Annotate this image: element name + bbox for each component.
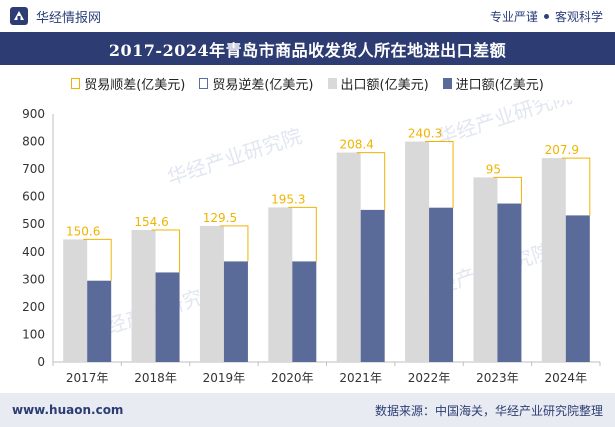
legend: 贸易顺差(亿美元) 贸易逆差(亿美元) 出口额(亿美元) 进口额(亿美元): [0, 72, 615, 94]
surplus-bracket: [219, 225, 249, 262]
y-tick-label: 700: [22, 162, 45, 176]
footer-source: 数据来源：中国海关，华经产业研究院整理: [374, 403, 603, 418]
legend-label-surplus: 贸易顺差(亿美元): [84, 77, 186, 93]
y-tick-label: 800: [22, 135, 45, 149]
x-tick-label: 2020年: [271, 371, 314, 385]
footer-site-link[interactable]: www.huaon.com: [12, 403, 124, 417]
legend-item-surplus[interactable]: 贸易顺差(亿美元): [71, 74, 185, 93]
surplus-swatch-icon: [71, 77, 81, 89]
y-tick-label: 200: [22, 300, 45, 314]
brand[interactable]: 华经情报网: [10, 7, 101, 26]
legend-item-deficit[interactable]: 贸易逆差(亿美元): [199, 74, 314, 93]
x-tick-label: 2022年: [408, 371, 451, 385]
surplus-data-label: 208.4: [340, 138, 374, 152]
brand-logo-icon: [10, 7, 28, 25]
tagline-right: 客观科学: [554, 9, 603, 24]
surplus-data-label: 195.3: [271, 192, 305, 206]
surplus-data-label: 154.6: [134, 215, 168, 229]
export-bar: [63, 239, 88, 362]
legend-item-export[interactable]: 出口额(亿美元): [327, 74, 429, 93]
import-bar: [429, 207, 454, 362]
surplus-bracket: [561, 157, 591, 216]
legend-label-deficit: 贸易逆差(亿美元): [212, 77, 314, 93]
import-bar: [497, 203, 522, 362]
import-swatch-icon: [442, 77, 452, 89]
export-bar: [131, 230, 156, 362]
separator-dot-icon: [543, 13, 549, 19]
legend-item-import[interactable]: 进口额(亿美元): [442, 74, 544, 93]
export-swatch-icon: [327, 77, 337, 89]
x-tick-label: 2024年: [545, 371, 588, 385]
y-tick-label: 600: [22, 190, 45, 204]
watermark-text: 华经产业研究院: [164, 124, 305, 190]
surplus-bracket: [151, 229, 181, 273]
footer: www.huaon.com 数据来源：中国海关，华经产业研究院整理: [0, 393, 615, 427]
x-tick-label: 2021年: [339, 371, 382, 385]
tagline: 专业严谨 客观科学: [490, 8, 603, 25]
x-tick-label: 2023年: [476, 371, 519, 385]
surplus-bracket: [425, 141, 454, 208]
import-bar: [360, 209, 385, 362]
brand-name: 华经情报网: [36, 10, 102, 26]
x-tick-label: 2019年: [203, 371, 246, 385]
import-bar: [292, 261, 317, 362]
y-tick-label: 400: [22, 245, 45, 259]
chart-plot: 华经产业研究院 华经产业研究院 华经产业研究院 华经产业研究院 01002003…: [22, 100, 601, 385]
import-bar: [155, 272, 180, 362]
deficit-swatch-icon: [199, 77, 209, 89]
y-tick-label: 0: [37, 355, 45, 369]
export-bar: [336, 152, 361, 362]
x-tick-label: 2017年: [66, 371, 109, 385]
surplus-data-label: 95: [486, 162, 501, 176]
export-bar: [405, 141, 430, 362]
surplus-data-label: 129.5: [203, 211, 237, 225]
surplus-data-label: 207.9: [545, 143, 579, 157]
y-tick-label: 100: [22, 327, 45, 341]
import-bar: [87, 280, 112, 362]
export-bar: [473, 177, 498, 362]
y-tick-label: 900: [22, 107, 45, 121]
export-bar: [541, 158, 566, 362]
surplus-bracket: [288, 206, 317, 262]
export-bar: [199, 225, 224, 362]
legend-label-export: 出口额(亿美元): [340, 77, 429, 93]
legend-label-import: 进口额(亿美元): [455, 77, 544, 93]
export-bar: [268, 207, 293, 362]
tagline-left: 专业严谨: [489, 9, 538, 24]
surplus-data-label: 150.6: [66, 224, 100, 238]
y-tick-label: 300: [22, 272, 45, 286]
surplus-bracket: [356, 152, 386, 210]
title-bar: 2017-2024年青岛市商品收发货人所在地进出口差额: [0, 32, 615, 65]
y-tick-label: 500: [22, 217, 45, 231]
import-bar: [565, 215, 590, 362]
import-bar: [223, 261, 248, 362]
chart-title: 2017-2024年青岛市商品收发货人所在地进出口差额: [108, 40, 507, 60]
surplus-bracket: [493, 176, 522, 204]
x-tick-label: 2018年: [134, 371, 177, 385]
surplus-data-label: 240.3: [408, 127, 442, 141]
top-bar: 华经情报网 专业严谨 客观科学: [0, 0, 615, 32]
surplus-bracket: [83, 238, 112, 281]
